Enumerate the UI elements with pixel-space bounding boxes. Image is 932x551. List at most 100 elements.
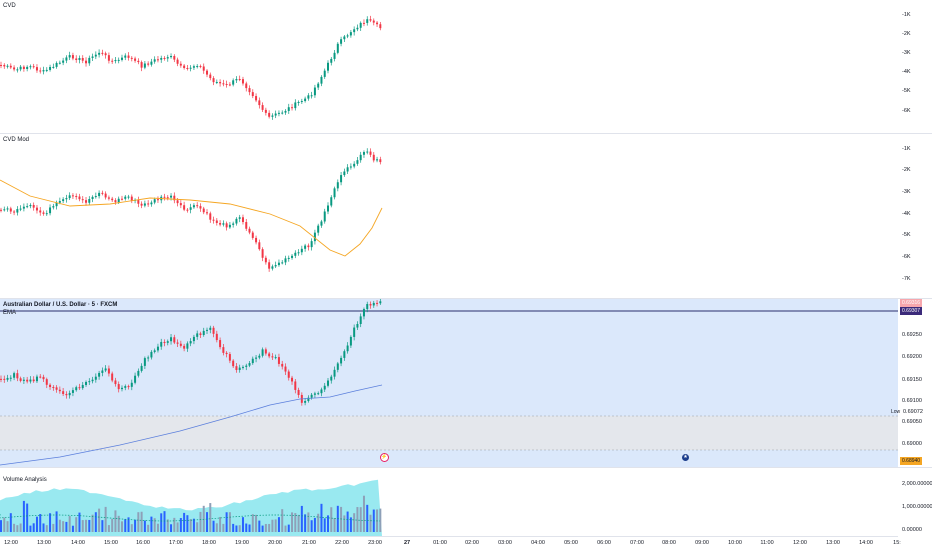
candle bbox=[39, 376, 42, 378]
volume-bar bbox=[78, 512, 81, 532]
candle bbox=[333, 188, 336, 198]
cvd-pane[interactable]: CVD -1K -2K -3K -4K -5K -6K bbox=[0, 0, 932, 133]
price-chart[interactable] bbox=[0, 299, 898, 467]
cvd-mod-pane[interactable]: CVD Mod -1K -2K -3K -4K -5K -6K -7K bbox=[0, 134, 932, 298]
candle bbox=[359, 154, 362, 161]
volume-bar bbox=[186, 515, 189, 532]
candle bbox=[124, 55, 127, 58]
volume-bar bbox=[264, 523, 267, 532]
candle bbox=[173, 337, 176, 343]
candle bbox=[353, 163, 356, 167]
cvd-mod-price-axis[interactable]: -1K -2K -3K -4K -5K -6K -7K bbox=[898, 134, 932, 298]
candle bbox=[52, 387, 55, 389]
ema-label[interactable]: EMA bbox=[3, 310, 17, 316]
candle bbox=[284, 110, 287, 113]
candle bbox=[340, 357, 343, 364]
volume-bar bbox=[219, 516, 222, 532]
cvd-price-axis[interactable]: -1K -2K -3K -4K -5K -6K bbox=[898, 0, 932, 133]
volume-bar bbox=[179, 518, 182, 532]
pane-divider[interactable] bbox=[0, 467, 932, 468]
candle bbox=[114, 200, 117, 203]
volume-bar bbox=[26, 503, 29, 532]
cvd-mod-pane-title: CVD Mod bbox=[3, 137, 30, 143]
volume-bar bbox=[291, 512, 294, 532]
candle bbox=[209, 213, 212, 220]
candle bbox=[62, 199, 65, 202]
candle bbox=[65, 393, 68, 396]
candle bbox=[186, 67, 189, 69]
candle bbox=[13, 67, 16, 70]
candle bbox=[196, 205, 199, 207]
candle bbox=[307, 95, 310, 99]
candle bbox=[307, 397, 310, 402]
pane-divider[interactable] bbox=[0, 298, 932, 299]
volume-bar bbox=[45, 525, 48, 532]
candle bbox=[117, 59, 120, 61]
low-price: 0.69072 bbox=[903, 409, 923, 415]
candle bbox=[101, 52, 104, 54]
candle bbox=[215, 333, 218, 341]
candle bbox=[317, 393, 320, 395]
candle bbox=[192, 205, 195, 208]
pane-divider[interactable] bbox=[0, 133, 932, 134]
axis-tick-label: -6K bbox=[902, 108, 911, 114]
volume-pane[interactable]: Volume Analysis 2,000.00000 1,000.00000 0.… bbox=[0, 468, 932, 536]
axis-tick-label: 0.69100 bbox=[902, 398, 922, 404]
candle bbox=[225, 84, 228, 86]
candle bbox=[271, 266, 274, 269]
cvd-chart[interactable] bbox=[0, 0, 898, 133]
candle bbox=[379, 159, 382, 163]
candle bbox=[101, 192, 104, 194]
price-axis[interactable]: 0.69250 0.69200 0.69150 0.69100 0.69050 0.690… bbox=[898, 299, 932, 467]
candle bbox=[32, 204, 35, 208]
candle bbox=[327, 62, 329, 71]
candle bbox=[26, 379, 29, 382]
candle bbox=[369, 151, 372, 155]
candle bbox=[274, 357, 277, 359]
price-pane[interactable]: Australian Dollar / U.S. Dollar · 5 · FX… bbox=[0, 299, 932, 467]
candle bbox=[85, 60, 88, 64]
candle bbox=[379, 301, 382, 304]
candle bbox=[45, 213, 48, 215]
candle bbox=[264, 349, 267, 354]
axis-tick-label: -5K bbox=[902, 232, 911, 238]
axis-tick-label: 0.00000 bbox=[902, 527, 922, 533]
volume-bar bbox=[49, 513, 52, 532]
candle bbox=[65, 57, 68, 61]
candle bbox=[163, 196, 166, 198]
candle bbox=[241, 79, 244, 84]
australia-flag-icon[interactable]: ★ bbox=[682, 454, 689, 461]
volume-bar bbox=[81, 520, 84, 532]
candle bbox=[62, 60, 65, 63]
candle bbox=[287, 257, 290, 259]
low-label: Low bbox=[891, 409, 901, 415]
candle bbox=[65, 198, 68, 200]
candle bbox=[117, 198, 120, 203]
candle bbox=[189, 67, 192, 69]
time-axis[interactable]: 12:00 13:00 14:00 15:00 16:00 17:00 18:00 19:00… bbox=[0, 536, 901, 551]
cvd-mod-chart[interactable] bbox=[0, 134, 898, 298]
volume-chart[interactable] bbox=[0, 468, 898, 536]
candle bbox=[199, 66, 202, 68]
candle bbox=[81, 199, 84, 201]
volume-bar bbox=[153, 518, 156, 532]
candle bbox=[32, 379, 35, 382]
volume-bar bbox=[85, 519, 88, 532]
candle bbox=[88, 57, 91, 64]
candle bbox=[228, 224, 231, 228]
axis-tick-label: -5K bbox=[902, 88, 911, 94]
candle bbox=[336, 363, 339, 370]
candle bbox=[52, 206, 55, 208]
time-axis-label: 08:00 bbox=[662, 540, 676, 546]
candle bbox=[13, 373, 16, 378]
volume-axis[interactable]: 2,000.00000 1,000.00000 0.00000 bbox=[898, 468, 932, 536]
symbol-title[interactable]: Australian Dollar / U.S. Dollar · 5 · FX… bbox=[3, 302, 118, 308]
flash-event-icon[interactable]: ⚡ bbox=[380, 453, 389, 462]
candle bbox=[170, 55, 173, 58]
candle bbox=[323, 70, 326, 77]
candle bbox=[42, 212, 45, 214]
candle bbox=[300, 248, 303, 253]
candle bbox=[199, 206, 202, 209]
time-axis-label: 01:00 bbox=[433, 540, 447, 546]
candle bbox=[235, 366, 238, 370]
